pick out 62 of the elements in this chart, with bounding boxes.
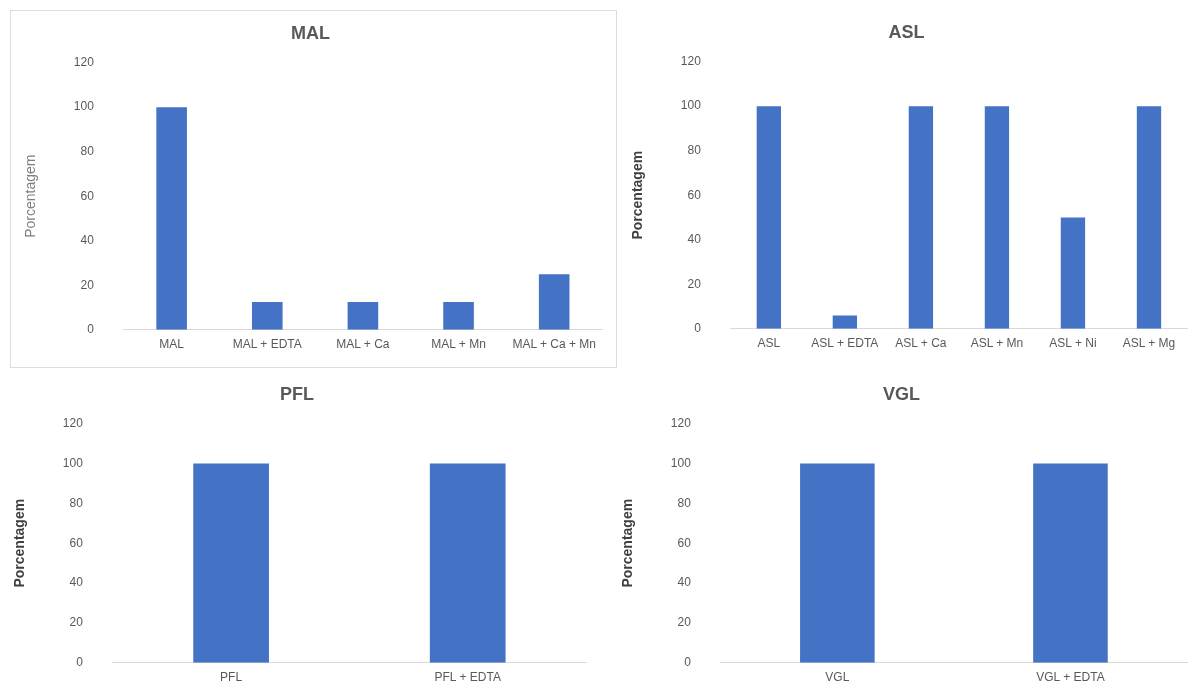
y-tick-label: 120 <box>73 54 95 69</box>
y-axis-title: Porcentagem <box>629 150 646 240</box>
chart-title: MAL <box>291 22 330 43</box>
y-tick-label: 80 <box>677 495 692 510</box>
y-tick-label: 20 <box>687 276 702 291</box>
x-tick-label: MAL + Mn <box>431 337 486 352</box>
y-tick-label: 40 <box>687 232 702 247</box>
y-tick-label: 0 <box>76 655 84 670</box>
y-tick-label: 80 <box>69 495 84 510</box>
x-tick-label: VGL + EDTA <box>1036 670 1105 685</box>
y-tick-label: 100 <box>73 99 95 114</box>
y-tick-label: 100 <box>680 98 702 113</box>
bar <box>1136 106 1162 329</box>
y-tick-label: 20 <box>80 277 95 292</box>
x-tick-label: VGL <box>825 670 850 685</box>
x-tick-label: ASL + Mg <box>1122 336 1176 351</box>
y-tick-label: 60 <box>69 535 84 550</box>
x-tick-label: PFL + EDTA <box>434 670 501 685</box>
bar <box>347 301 379 330</box>
y-tick-label: 120 <box>670 415 692 430</box>
y-tick-label: 100 <box>62 455 84 470</box>
y-tick-label: 0 <box>694 321 702 336</box>
x-tick-label: ASL + Mn <box>970 336 1024 351</box>
y-tick-label: 40 <box>677 575 692 590</box>
bar <box>908 106 934 329</box>
y-axis-title: Porcentagem <box>11 498 28 588</box>
chart-title: VGL <box>882 383 921 404</box>
bar <box>538 274 570 330</box>
bar <box>156 107 187 330</box>
y-tick-label: 0 <box>684 655 692 670</box>
x-tick-label: MAL + Ca + Mn <box>512 337 596 352</box>
chart-title: ASL <box>888 21 925 42</box>
y-axis-title: Porcentagem <box>619 498 636 588</box>
y-tick-label: 120 <box>62 415 84 430</box>
x-tick-label: ASL + EDTA <box>811 336 879 351</box>
y-tick-label: 80 <box>80 143 95 158</box>
y-tick-label: 100 <box>670 455 692 470</box>
y-tick-label: 60 <box>687 187 702 202</box>
y-tick-label: 120 <box>680 53 702 68</box>
y-tick-label: 20 <box>677 615 692 630</box>
x-tick-label: MAL + EDTA <box>232 337 302 352</box>
bar <box>756 106 781 329</box>
chart-title: PFL <box>280 383 314 404</box>
y-tick-label: 20 <box>69 615 84 630</box>
x-tick-label: MAL <box>159 337 185 352</box>
bar <box>443 301 474 330</box>
x-tick-label: ASL <box>757 336 781 351</box>
bar <box>251 301 283 330</box>
bar <box>984 106 1010 329</box>
bar <box>1060 217 1086 329</box>
y-tick-label: 60 <box>80 188 95 203</box>
x-tick-label: PFL <box>220 670 243 685</box>
y-tick-label: 60 <box>677 535 692 550</box>
y-tick-label: 0 <box>87 322 95 337</box>
y-axis-title: Porcentagem <box>22 154 39 238</box>
y-tick-label: 80 <box>687 142 702 157</box>
x-tick-label: ASL + Ca <box>895 336 947 351</box>
x-tick-label: MAL + Ca <box>336 337 390 352</box>
y-tick-label: 40 <box>80 233 95 248</box>
bar <box>832 315 858 329</box>
x-tick-label: ASL + Ni <box>1049 336 1097 351</box>
y-tick-label: 40 <box>69 575 84 590</box>
